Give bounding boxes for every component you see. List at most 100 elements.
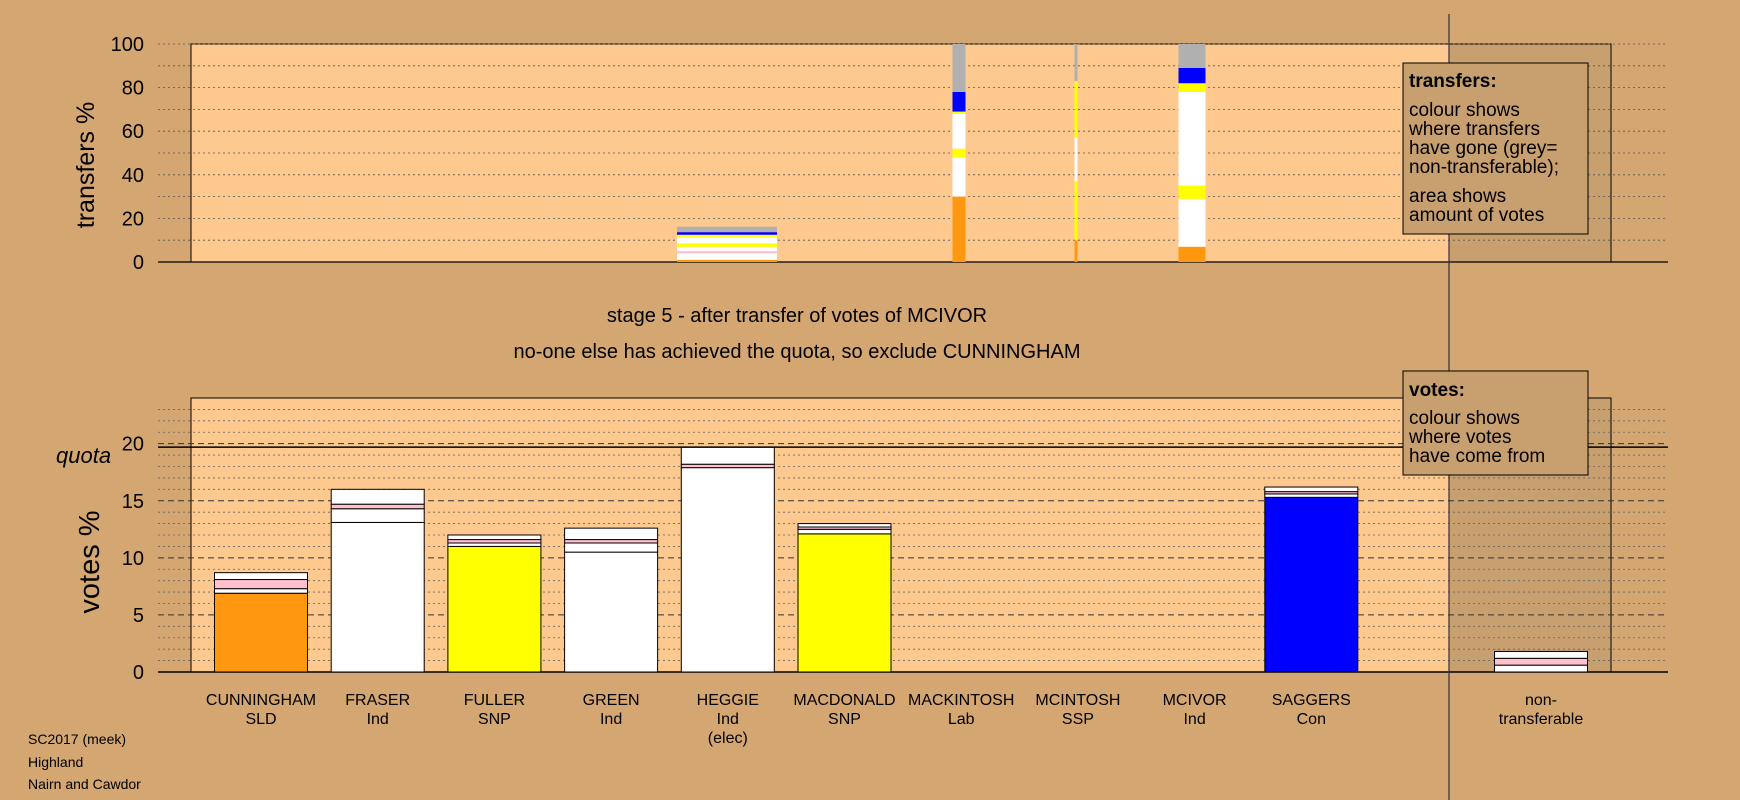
vote-segment: [447, 539, 542, 544]
footer-line: SC2017 (meek): [28, 731, 126, 747]
nontransferable-segment: [1494, 650, 1588, 659]
candidate-party: SNP: [478, 711, 511, 728]
votes-tick-label: 0: [133, 662, 144, 684]
vote-segment: [680, 463, 775, 469]
votes-tick-label: 5: [133, 605, 144, 627]
votes-tick-label: 20: [122, 434, 144, 456]
candidate-party: Ind: [717, 711, 739, 728]
transfer-segment: [1178, 91, 1206, 186]
transfers-legend-line: area shows: [1409, 186, 1506, 207]
vote-segment: [447, 545, 542, 673]
transfer-segment: [677, 251, 777, 254]
votes-tick-labels: 0 5 10 15 20: [122, 434, 144, 684]
candidate-party: Ind: [367, 711, 389, 728]
decision-line: no-one else has achieved the quota, so e…: [514, 341, 1081, 363]
transfer-segment: [1074, 240, 1078, 262]
candidate-name: MACDONALD: [793, 692, 895, 709]
transfer-segment: [677, 234, 777, 237]
vote-segment: [564, 542, 659, 553]
transfers-tick-label: 60: [122, 121, 144, 143]
votes-legend-line: have come from: [1409, 446, 1545, 467]
transfer-segment: [1074, 181, 1078, 241]
vote-segment: [797, 523, 892, 528]
transfers-legend-line: non-transferable);: [1409, 157, 1559, 178]
vote-segment: [797, 528, 892, 535]
nontransferable-label: transferable: [1499, 711, 1584, 728]
footer-line: Nairn and Cawdor: [28, 776, 141, 792]
transfers-legend-title: transfers:: [1409, 71, 1497, 92]
vote-segment: [330, 521, 425, 673]
transfers-legend-box: transfers: colour shows where transfers …: [1402, 62, 1589, 235]
vote-segment: [330, 488, 425, 505]
vote-segment: [564, 539, 659, 544]
candidate-party: SSP: [1062, 711, 1094, 728]
nontransferable-label: non-: [1525, 692, 1557, 709]
transfers-legend-line: amount of votes: [1409, 205, 1544, 226]
transfer-segment: [952, 157, 966, 197]
vote-segment: [1264, 486, 1359, 493]
transfer-segment: [952, 113, 966, 149]
candidate-name: SAGGERS: [1272, 692, 1351, 709]
vote-segment: [447, 542, 542, 547]
candidate-party: Con: [1297, 711, 1326, 728]
candidate-party: Ind: [1183, 711, 1205, 728]
votes-tick-label: 10: [122, 548, 144, 570]
vote-segment: [1264, 496, 1359, 673]
vote-segment: [797, 533, 892, 673]
vote-segment: [214, 579, 308, 590]
quota-label: quota: [56, 443, 111, 468]
vote-segment: [214, 588, 308, 594]
transfer-segment: [952, 148, 966, 158]
transfers-tick-label: 20: [122, 208, 144, 230]
vote-segment: [214, 572, 308, 581]
transfer-segment: [1178, 246, 1206, 262]
votes-legend-title: votes:: [1409, 380, 1465, 401]
vote-segment: [214, 592, 308, 673]
transfer-segment: [677, 259, 777, 262]
candidate-party: Ind: [600, 711, 622, 728]
transfer-segment: [1178, 198, 1206, 247]
votes-legend-box: votes: colour shows where votes have com…: [1402, 370, 1589, 476]
vote-segment: [447, 534, 542, 541]
votes-legend-line: where votes: [1408, 427, 1511, 448]
transfers-tick-label: 40: [122, 165, 144, 187]
transfers-legend-line: have gone (grey=: [1409, 138, 1557, 159]
candidate-name: MACKINTOSH: [908, 692, 1014, 709]
transfer-segment: [952, 196, 966, 262]
transfer-segment: [677, 232, 777, 235]
transfer-segment: [952, 111, 966, 114]
nontransferable-segment: [1494, 664, 1588, 673]
transfer-segment: [1178, 83, 1206, 92]
stage-line: stage 5 - after transfer of votes of MCI…: [607, 305, 987, 327]
transfers-legend-line: where transfers: [1408, 119, 1540, 140]
vote-segment: [564, 527, 659, 541]
transfers-bars: [677, 44, 1206, 262]
votes-axis-title: votes %: [74, 510, 106, 613]
transfer-segment: [677, 236, 777, 244]
candidate-name: CUNNINGHAM: [206, 692, 316, 709]
transfer-segment: [952, 91, 966, 112]
transfer-segment: [1074, 44, 1078, 82]
vote-segment: [1264, 493, 1359, 498]
transfers-legend-line: colour shows: [1409, 100, 1520, 121]
nontransferable-segment: [1494, 657, 1588, 666]
vote-segment: [680, 446, 775, 465]
transfers-tick-label: 0: [133, 252, 144, 274]
vote-segment: [330, 503, 425, 510]
candidate-party: SLD: [245, 711, 276, 728]
candidate-name: FULLER: [464, 692, 525, 709]
candidate-name: HEGGIE: [697, 692, 759, 709]
candidate-name: GREEN: [583, 692, 640, 709]
candidate-name: MCINTOSH: [1035, 692, 1120, 709]
candidate-labels: CUNNINGHAM SLD FRASER Ind FULLER SNP GREEN Ind H…: [206, 692, 1351, 747]
candidate-party: Lab: [948, 711, 975, 728]
candidate-party: SNP: [828, 711, 861, 728]
vote-segment: [680, 467, 775, 673]
transfer-segment: [1074, 81, 1078, 138]
votes-bars: [214, 446, 1588, 673]
vote-segment: [330, 508, 425, 523]
votes-legend-line: colour shows: [1409, 408, 1520, 429]
candidate-note: (elec): [708, 730, 748, 747]
